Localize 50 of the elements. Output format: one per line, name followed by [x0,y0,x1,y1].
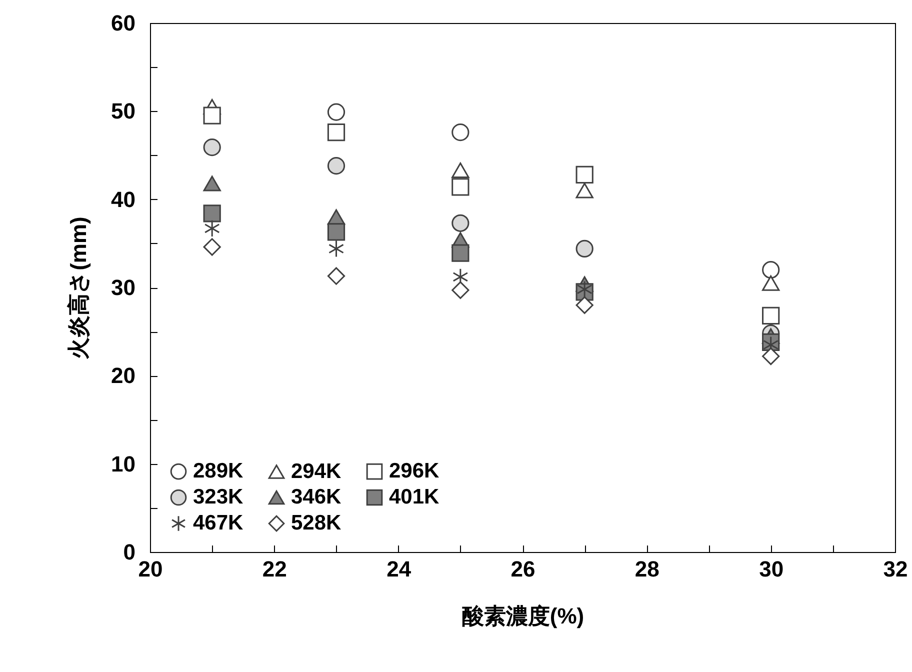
y-tick-label: 10 [111,451,136,476]
y-tick-label: 20 [111,363,136,388]
x-tick-label: 22 [262,556,287,582]
legend-label: 289K [193,460,244,483]
point [327,124,346,142]
x-tick-label: 30 [759,556,784,582]
point [762,306,780,325]
y-tick-label: 0 [123,540,136,564]
y-tick-label: 40 [111,186,136,212]
point [327,103,346,121]
legend-label: 467K [193,512,244,534]
point [203,204,221,222]
y-tick-label: 30 [111,275,136,300]
point [576,240,594,258]
point [327,223,346,241]
point [452,178,470,196]
x-tick-label: 32 [883,556,908,582]
legend-label: 294K [291,460,342,483]
point [452,244,470,262]
point [452,124,470,142]
x-tick-label: 24 [386,556,412,582]
point [576,280,592,298]
legend-label: 346K [291,486,342,508]
point [452,281,470,299]
y-tick-label: 60 [111,10,136,36]
legend-label: 401K [389,486,440,508]
x-tick-label: 26 [510,556,536,582]
legend-label: 528K [291,512,342,534]
point [576,182,594,198]
point [327,157,346,175]
point [327,267,346,285]
point [203,176,221,192]
point [762,261,780,279]
x-tick-label: 20 [138,556,163,582]
point [203,238,221,256]
point [762,275,780,291]
point [203,106,221,124]
y-tick-label: 50 [111,98,136,124]
point [204,220,220,238]
point [452,214,470,232]
point [203,138,221,156]
x-axis-title: 酸素濃度(%) [462,604,584,628]
point [576,166,594,184]
point [452,162,470,178]
y-axis-title: 火炎高さ(mm) [66,216,92,360]
legend-label: 296K [389,460,440,483]
legend-label: 323K [193,486,244,508]
point [576,296,594,314]
point [328,240,344,258]
x-tick-label: 28 [634,556,660,582]
